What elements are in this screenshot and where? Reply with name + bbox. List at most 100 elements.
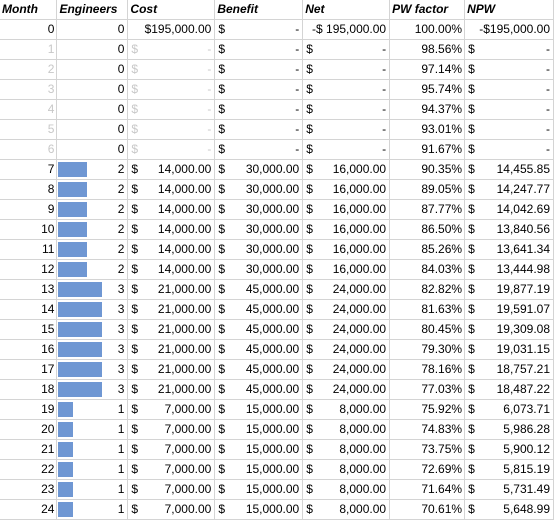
pw-factor-cell[interactable]: 81.63% — [389, 299, 466, 321]
cost-cell[interactable]: $7,000.00 — [127, 419, 216, 441]
benefit-cell[interactable]: $45,000.00 — [214, 279, 304, 301]
net-cell[interactable]: $16,000.00 — [302, 239, 391, 261]
pw-factor-cell[interactable]: 82.82% — [389, 279, 466, 301]
month-cell[interactable]: 20 — [0, 419, 58, 441]
pw-factor-cell[interactable]: 72.69% — [389, 459, 466, 481]
pw-factor-cell[interactable]: 100.00% — [389, 19, 466, 41]
pw-factor-cell[interactable]: 87.77% — [389, 199, 466, 221]
benefit-cell[interactable]: $30,000.00 — [214, 219, 304, 241]
benefit-cell[interactable]: $15,000.00 — [214, 499, 304, 521]
engineers-cell[interactable]: 3 — [56, 379, 129, 401]
pw-factor-cell[interactable]: 89.05% — [389, 179, 466, 201]
engineers-cell[interactable]: 1 — [56, 439, 129, 461]
month-cell[interactable]: 18 — [0, 379, 58, 401]
net-cell[interactable]: $16,000.00 — [302, 259, 391, 281]
pw-factor-cell[interactable]: 91.67% — [389, 139, 466, 161]
net-cell[interactable]: $ - — [302, 79, 391, 101]
benefit-cell[interactable]: $15,000.00 — [214, 439, 304, 461]
month-cell[interactable]: 2 — [0, 59, 58, 81]
cost-cell[interactable]: $ - — [127, 79, 216, 101]
benefit-cell[interactable]: $ - — [214, 119, 304, 141]
cost-cell[interactable]: $7,000.00 — [127, 459, 216, 481]
cost-cell[interactable]: $7,000.00 — [127, 479, 216, 501]
cost-cell[interactable]: $7,000.00 — [127, 439, 216, 461]
cost-cell[interactable]: $14,000.00 — [127, 259, 216, 281]
net-cell[interactable]: $ - — [302, 99, 391, 121]
month-cell[interactable]: 24 — [0, 499, 58, 521]
engineers-cell[interactable]: 2 — [56, 239, 129, 261]
net-cell[interactable]: $8,000.00 — [302, 479, 391, 501]
npw-cell[interactable]: $5,815.19 — [464, 459, 554, 481]
pw-factor-cell[interactable]: 75.92% — [389, 399, 466, 421]
cost-cell[interactable]: $ - — [127, 39, 216, 61]
cost-cell[interactable]: $ - — [127, 119, 216, 141]
header-month[interactable]: Month — [0, 0, 58, 21]
cost-cell[interactable]: $14,000.00 — [127, 199, 216, 221]
benefit-cell[interactable]: $ - — [214, 99, 304, 121]
month-cell[interactable]: 0 — [0, 19, 58, 41]
npw-cell[interactable]: $19,031.15 — [464, 339, 554, 361]
engineers-cell[interactable]: 3 — [56, 319, 129, 341]
net-cell[interactable]: $16,000.00 — [302, 219, 391, 241]
npw-cell[interactable]: $19,591.07 — [464, 299, 554, 321]
month-cell[interactable]: 13 — [0, 279, 58, 301]
pw-factor-cell[interactable]: 94.37% — [389, 99, 466, 121]
net-cell[interactable]: $ - — [302, 59, 391, 81]
engineers-cell[interactable]: 0 — [56, 19, 129, 41]
npw-cell[interactable]: $5,900.12 — [464, 439, 554, 461]
engineers-cell[interactable]: 1 — [56, 479, 129, 501]
benefit-cell[interactable]: $ - — [214, 19, 304, 41]
net-cell[interactable]: $24,000.00 — [302, 299, 391, 321]
pw-factor-cell[interactable]: 86.50% — [389, 219, 466, 241]
pw-factor-cell[interactable]: 95.74% — [389, 79, 466, 101]
npw-cell[interactable]: $5,731.49 — [464, 479, 554, 501]
npw-cell[interactable]: $5,648.99 — [464, 499, 554, 521]
header-pw-factor[interactable]: PW factor — [389, 0, 466, 21]
net-cell[interactable]: $24,000.00 — [302, 339, 391, 361]
pw-factor-cell[interactable]: 71.64% — [389, 479, 466, 501]
npw-cell[interactable]: $18,757.21 — [464, 359, 554, 381]
pw-factor-cell[interactable]: 93.01% — [389, 119, 466, 141]
month-cell[interactable]: 15 — [0, 319, 58, 341]
engineers-cell[interactable]: 0 — [56, 139, 129, 161]
engineers-cell[interactable]: 1 — [56, 499, 129, 521]
cost-cell[interactable]: $21,000.00 — [127, 339, 216, 361]
pw-factor-cell[interactable]: 78.16% — [389, 359, 466, 381]
engineers-cell[interactable]: 1 — [56, 399, 129, 421]
engineers-cell[interactable]: 0 — [56, 119, 129, 141]
net-cell[interactable]: $8,000.00 — [302, 499, 391, 521]
benefit-cell[interactable]: $30,000.00 — [214, 259, 304, 281]
cost-cell[interactable]: $ - — [127, 139, 216, 161]
engineers-cell[interactable]: 2 — [56, 259, 129, 281]
npw-cell[interactable]: $19,877.19 — [464, 279, 554, 301]
engineers-cell[interactable]: 2 — [56, 159, 129, 181]
benefit-cell[interactable]: $45,000.00 — [214, 379, 304, 401]
benefit-cell[interactable]: $ - — [214, 139, 304, 161]
benefit-cell[interactable]: $ - — [214, 59, 304, 81]
pw-factor-cell[interactable]: 84.03% — [389, 259, 466, 281]
month-cell[interactable]: 10 — [0, 219, 58, 241]
pw-factor-cell[interactable]: 74.83% — [389, 419, 466, 441]
net-cell[interactable]: $24,000.00 — [302, 319, 391, 341]
net-cell[interactable]: $8,000.00 — [302, 439, 391, 461]
net-cell[interactable]: $16,000.00 — [302, 159, 391, 181]
engineers-cell[interactable]: 3 — [56, 359, 129, 381]
npw-cell[interactable]: $5,986.28 — [464, 419, 554, 441]
npw-cell[interactable]: $6,073.71 — [464, 399, 554, 421]
month-cell[interactable]: 22 — [0, 459, 58, 481]
engineers-cell[interactable]: 1 — [56, 459, 129, 481]
npw-cell[interactable]: $18,487.22 — [464, 379, 554, 401]
pw-factor-cell[interactable]: 85.26% — [389, 239, 466, 261]
month-cell[interactable]: 12 — [0, 259, 58, 281]
month-cell[interactable]: 7 — [0, 159, 58, 181]
cost-cell[interactable]: $14,000.00 — [127, 159, 216, 181]
month-cell[interactable]: 21 — [0, 439, 58, 461]
benefit-cell[interactable]: $15,000.00 — [214, 459, 304, 481]
npw-cell[interactable]: $13,641.34 — [464, 239, 554, 261]
month-cell[interactable]: 6 — [0, 139, 58, 161]
cost-cell[interactable]: $7,000.00 — [127, 499, 216, 521]
header-cost[interactable]: Cost — [127, 0, 216, 21]
cost-cell[interactable]: $7,000.00 — [127, 399, 216, 421]
benefit-cell[interactable]: $30,000.00 — [214, 159, 304, 181]
pw-factor-cell[interactable]: 98.56% — [389, 39, 466, 61]
